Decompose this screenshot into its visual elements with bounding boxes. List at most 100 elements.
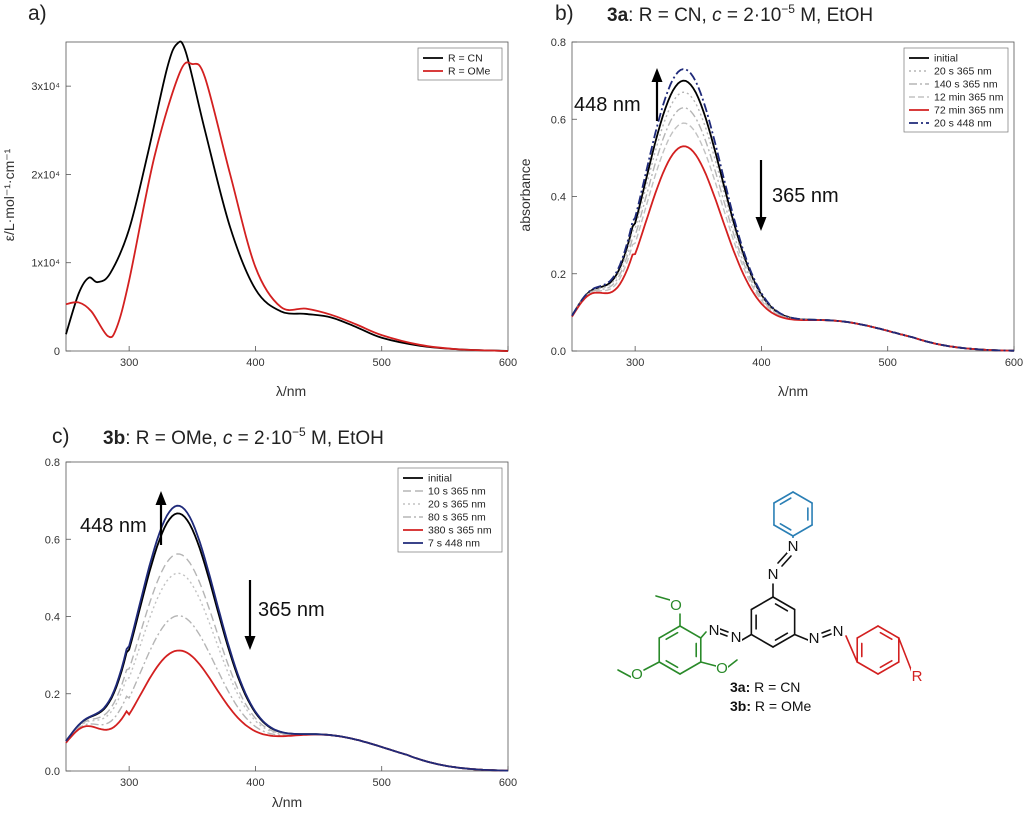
bond [877, 661, 900, 675]
bond [822, 633, 832, 638]
bond [727, 659, 738, 668]
bond [779, 497, 792, 505]
panel-a-legend [417, 47, 503, 81]
x-tick-label: 400 [246, 777, 264, 789]
molecule-caption-3b: 3b: R = OMe [730, 698, 812, 714]
x-tick-label: 300 [120, 777, 138, 789]
atom-n: N [768, 566, 779, 583]
legend-label: R = CN [448, 53, 483, 65]
x-tick-label: 600 [499, 777, 517, 789]
panel-b-annotation-365: 365 nm [772, 185, 839, 207]
atom-n-backdrop [730, 629, 742, 644]
y-tick-label: 1x10⁴ [31, 258, 60, 270]
legend-label: 10 s 365 nm [428, 486, 486, 498]
x-tick-label: 300 [120, 357, 138, 369]
panel-c-title-conc: = 2·10 [232, 428, 292, 449]
y-tick-label: 0 [54, 346, 60, 358]
panel-c-annotation-448: 448 nm [80, 515, 147, 537]
panel-a: a) 300 400 500 600 0 1x10⁴ 2x10⁴ 3x10⁴ R = CNR =… [1, 2, 517, 399]
panel-c-title-c: c [223, 428, 233, 449]
bond [877, 625, 900, 639]
bond [699, 661, 717, 667]
legend-label: initial [934, 53, 958, 65]
atom-o: O [631, 666, 643, 683]
bond [643, 661, 661, 671]
y-tick-label: 0.2 [551, 269, 566, 281]
atom-o-backdrop [670, 597, 682, 612]
panel-a-plot: 300 400 500 600 0 1x10⁴ 2x10⁴ 3x10⁴ R = CNR = OM… [31, 40, 517, 369]
bond [879, 631, 893, 641]
bond [792, 524, 813, 537]
series-line [65, 504, 508, 772]
y-tick-label: 0.4 [45, 612, 60, 624]
panel-c-label: c) [52, 425, 70, 448]
panel-c-title-rest: : R = OMe, [125, 428, 223, 449]
panel-c-xlabel: λ/nm [272, 794, 302, 810]
x-tick-label: 300 [626, 357, 644, 369]
atom-r-backdrop [911, 668, 923, 683]
panel-c-annotation-365: 365 nm [258, 599, 325, 621]
series-line [571, 106, 1014, 352]
y-tick-label: 2x10⁴ [31, 169, 60, 181]
panel-a-frame [65, 41, 509, 352]
atom-o: O [716, 660, 728, 677]
y-tick-label: 0.4 [551, 192, 566, 204]
panel-b-ylabel: absorbance [517, 158, 533, 231]
bond [665, 659, 679, 669]
panel-a-xlabel: λ/nm [276, 383, 306, 399]
atom-n-backdrop [808, 630, 820, 645]
atom-n: N [731, 629, 742, 646]
atom-o: O [670, 597, 682, 614]
bond [772, 596, 796, 611]
x-tick-label: 600 [499, 357, 517, 369]
bond [679, 661, 702, 675]
atom-n-backdrop [832, 623, 844, 638]
panel-b: b) 3a: R = CN, c = 2·10−5 M, EtOH 300 400… [517, 2, 1023, 399]
x-tick-label: 400 [752, 357, 770, 369]
molecule-bonds [617, 491, 913, 678]
bond [792, 491, 813, 504]
bond [699, 631, 707, 639]
bond [741, 633, 753, 641]
caption-3a-rest: R = CN [750, 679, 800, 695]
caption-3a-id: 3a: [730, 679, 750, 695]
bond [719, 628, 729, 633]
bond [658, 625, 681, 639]
atom-n: N [709, 622, 720, 639]
bond [655, 595, 671, 601]
panel-b-arrow-up-icon [651, 68, 663, 121]
panel-c-title-exp: −5 [292, 425, 306, 439]
bond [774, 632, 789, 641]
bond [774, 603, 789, 612]
bond [773, 491, 794, 504]
y-tick-label: 3x10⁴ [31, 81, 60, 93]
atom-n-backdrop [708, 622, 720, 637]
panel-b-arrow-down-icon [755, 160, 767, 231]
panel-b-title-c: c [712, 5, 722, 26]
bond [679, 625, 702, 639]
series-line [65, 553, 508, 772]
legend-label: 20 s 448 nm [934, 118, 992, 130]
legend-label: 380 s 365 nm [428, 525, 492, 537]
legend-label: 12 min 365 nm [934, 92, 1004, 104]
caption-3b-id: 3b: [730, 698, 751, 714]
y-tick-label: 0.8 [551, 37, 566, 49]
legend-label: 80 s 365 nm [428, 512, 486, 524]
series-line [65, 40, 509, 352]
legend-label: R = OMe [448, 66, 490, 78]
panel-b-title-conc: = 2·10 [722, 5, 782, 26]
bond [821, 629, 831, 634]
atom-n: N [833, 623, 844, 640]
caption-3b-rest: R = OMe [751, 698, 812, 714]
panel-c-title-end: M, EtOH [306, 428, 384, 449]
bond [750, 596, 774, 611]
x-tick-label: 600 [1005, 357, 1023, 369]
panel-c-arrow-down-icon [244, 580, 256, 650]
legend-label: 20 s 365 nm [934, 66, 992, 78]
panel-b-title: 3a: R = CN, c = 2·10−5 M, EtOH [607, 2, 873, 26]
x-tick-label: 500 [373, 777, 391, 789]
bond [773, 524, 794, 537]
